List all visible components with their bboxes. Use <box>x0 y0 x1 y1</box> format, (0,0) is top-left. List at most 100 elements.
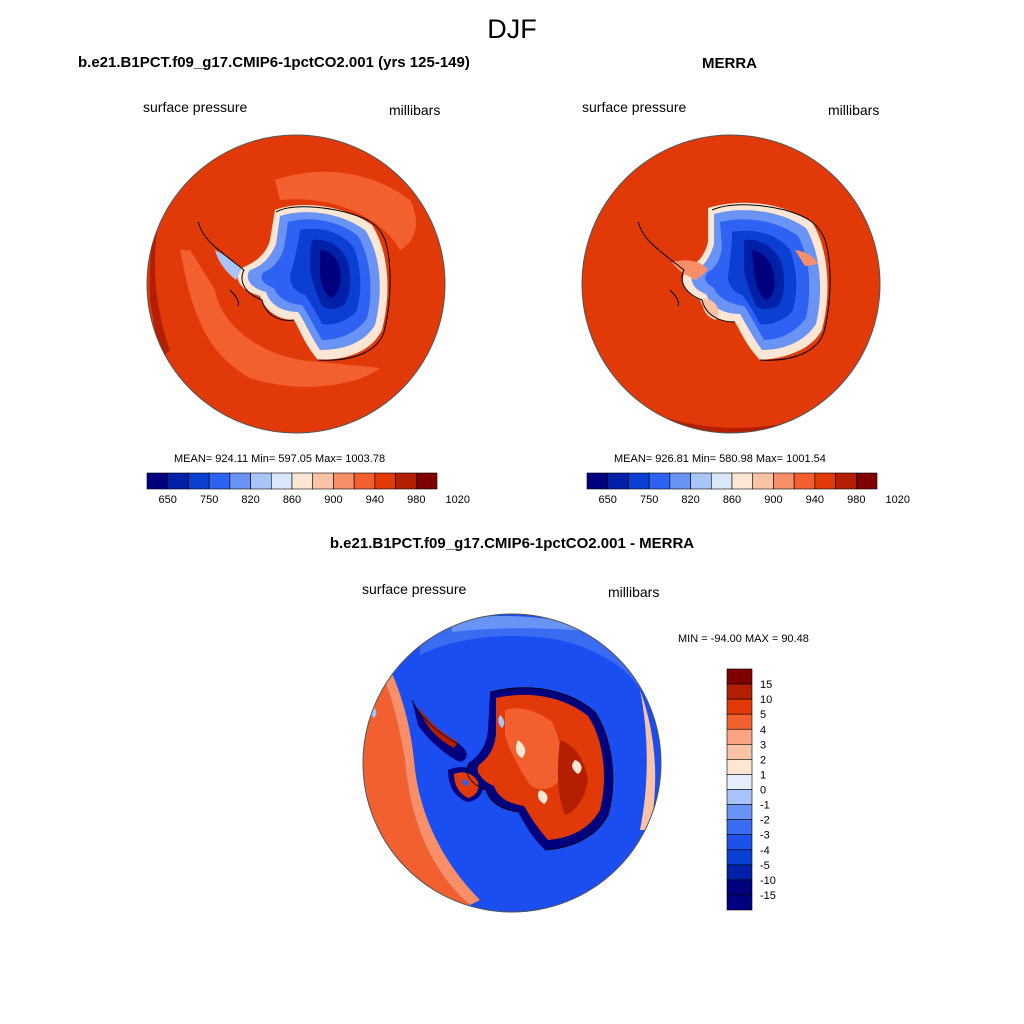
colorbar-tick-label: 1 <box>760 769 766 781</box>
colorbar-swatch <box>669 472 691 490</box>
colorbar-swatch <box>250 472 272 490</box>
colorbar-swatch <box>188 472 210 490</box>
panel-3-map-border <box>362 613 662 913</box>
colorbar-swatch <box>726 713 753 730</box>
colorbar-swatch <box>395 472 417 490</box>
colorbar-swatch <box>726 894 753 911</box>
colorbar-tick-label: -1 <box>760 800 770 812</box>
colorbar-swatch <box>374 472 396 490</box>
colorbar-swatch <box>773 472 795 490</box>
colorbar-swatch <box>607 472 629 490</box>
colorbar-tick-label: 3 <box>760 739 766 751</box>
colorbar-tick-label: 650 <box>599 494 617 506</box>
panel-2-units-label: millibars <box>828 102 880 118</box>
panel-1-mid-band <box>180 250 380 387</box>
colorbar-swatch <box>731 472 754 490</box>
colorbar-tick-label: 15 <box>760 679 772 691</box>
colorbar-swatch <box>726 728 753 745</box>
colorbar-tick-label: 820 <box>681 494 699 506</box>
colorbar-swatch <box>726 834 753 851</box>
colorbar-swatch <box>835 472 857 490</box>
colorbar-swatch <box>415 472 438 490</box>
panel-1-colorbar: 650 750 820 860 900 940 980 1020 <box>146 472 470 506</box>
panel-2-title: MERRA <box>702 55 757 72</box>
colorbar-tick-label: 750 <box>640 494 658 506</box>
panel-1-map <box>146 134 446 434</box>
colorbar-swatch <box>726 759 753 775</box>
colorbar-swatch <box>291 472 314 490</box>
panel-2-map-border <box>581 134 881 434</box>
panel-3-stats: MIN = -94.00 MAX = 90.48 <box>678 633 809 645</box>
colorbar-swatch <box>146 472 169 490</box>
colorbar-swatch <box>353 472 376 490</box>
colorbar-swatch <box>710 472 733 490</box>
colorbar-swatch <box>752 472 774 490</box>
colorbar-swatch <box>814 472 836 490</box>
panel-2-colorbar: 650 750 820 860 900 940 980 1020 <box>586 472 910 506</box>
colorbar-tick-label: 10 <box>760 694 772 706</box>
panel-3-title: b.e21.B1PCT.f09_g17.CMIP6-1pctCO2.001 - … <box>329 535 695 552</box>
panel-3-variable-label: surface pressure <box>362 581 467 597</box>
panel-2-map <box>581 134 881 434</box>
colorbar-swatch <box>167 472 189 490</box>
colorbar-tick-label: -3 <box>760 830 770 842</box>
colorbar-swatch <box>726 864 753 881</box>
colorbar-tick-label: 0 <box>760 785 766 797</box>
colorbar-tick-label: 1020 <box>445 494 469 506</box>
colorbar-swatch <box>726 698 753 715</box>
colorbar-tick-label: 2 <box>760 754 766 766</box>
colorbar-swatch <box>793 472 816 490</box>
colorbar-tick-label: 820 <box>241 494 259 506</box>
colorbar-swatch <box>726 668 753 685</box>
colorbar-swatch <box>726 819 753 835</box>
colorbar-swatch <box>726 774 753 790</box>
colorbar-tick-label: 860 <box>723 494 741 506</box>
colorbar-swatch <box>586 472 609 490</box>
panel-3-coastline <box>411 687 614 851</box>
colorbar-tick-label: 940 <box>806 494 824 506</box>
colorbar-swatch <box>726 804 753 820</box>
panel-1-high-band <box>149 200 170 360</box>
colorbar-tick-label: 4 <box>760 724 766 736</box>
colorbar-tick-label: -5 <box>760 860 770 872</box>
colorbar-swatch <box>333 472 355 490</box>
colorbar-swatch <box>855 472 878 490</box>
panel-2-variable-label: surface pressure <box>582 99 687 115</box>
colorbar-swatch <box>726 683 753 700</box>
colorbar-tick-label: -10 <box>760 875 776 887</box>
panel-1-units-label: millibars <box>389 102 441 118</box>
colorbar-tick-label: 650 <box>159 494 177 506</box>
colorbar-tick-label: 900 <box>764 494 782 506</box>
colorbar-tick-label: 940 <box>366 494 384 506</box>
colorbar-swatch <box>726 744 753 760</box>
figure-title: DJF <box>487 14 537 44</box>
colorbar-swatch <box>726 789 753 805</box>
colorbar-tick-label: 5 <box>760 709 766 721</box>
colorbar-swatch <box>726 849 753 866</box>
colorbar-swatch <box>270 472 293 490</box>
colorbar-swatch <box>648 472 671 490</box>
colorbar-swatch <box>726 879 753 896</box>
colorbar-swatch <box>628 472 650 490</box>
panel-2-coastline <box>637 204 831 361</box>
colorbar-swatch <box>690 472 712 490</box>
colorbar-tick-label: -4 <box>760 845 770 857</box>
colorbar-tick-label: 980 <box>407 494 425 506</box>
colorbar-tick-label: 1020 <box>885 494 909 506</box>
panel-1-title: b.e21.B1PCT.f09_g17.CMIP6-1pctCO2.001 (y… <box>78 54 470 71</box>
panel-1-map-border <box>146 134 446 434</box>
colorbar-swatch <box>208 472 231 490</box>
panel-1-variable-label: surface pressure <box>143 99 248 115</box>
colorbar-swatch <box>229 472 251 490</box>
panel-1-stats: MEAN= 924.11 Min= 597.05 Max= 1003.78 <box>174 453 386 465</box>
panel-3-units-label: millibars <box>608 584 660 600</box>
colorbar-tick-label: 980 <box>847 494 865 506</box>
colorbar-tick-label: 750 <box>200 494 218 506</box>
colorbar-tick-label: -2 <box>760 815 770 827</box>
colorbar-tick-label: -15 <box>760 890 776 902</box>
colorbar-swatch <box>312 472 334 490</box>
colorbar-tick-label: 900 <box>324 494 342 506</box>
colorbar-tick-label: 860 <box>283 494 301 506</box>
